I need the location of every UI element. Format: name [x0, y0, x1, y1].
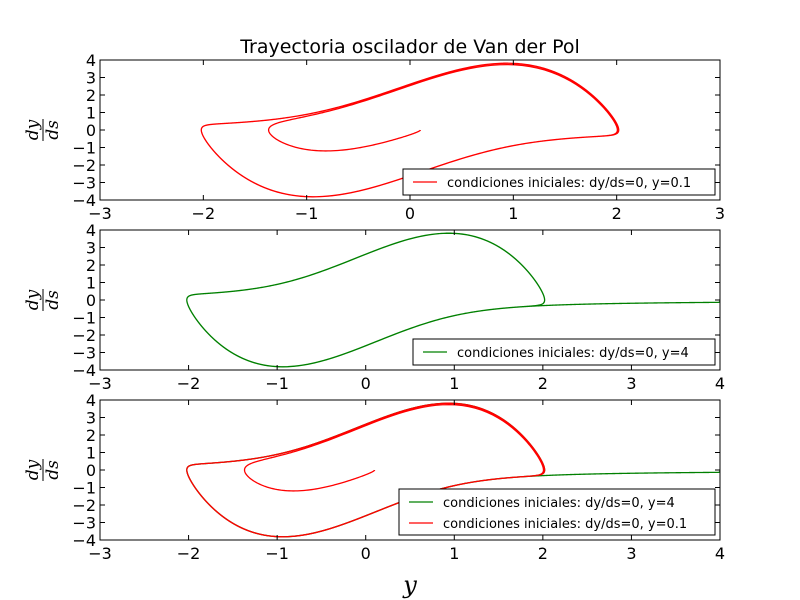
y-label-denominator: ds — [43, 460, 63, 480]
x-tick-label: −1 — [265, 374, 289, 393]
y-tick-label: −3 — [72, 514, 96, 533]
x-tick-label: 1 — [449, 374, 459, 393]
x-tick-label: 1 — [508, 204, 518, 223]
y-tick-label: −3 — [72, 174, 96, 193]
x-tick-label: 3 — [715, 204, 725, 223]
x-tick-label: −2 — [177, 374, 201, 393]
x-tick-label: −1 — [295, 204, 319, 223]
x-tick-label: −2 — [192, 204, 216, 223]
y-tick-label: 4 — [86, 51, 96, 70]
y-label-numerator: dy — [23, 459, 43, 480]
y-label-numerator: dy — [23, 289, 43, 310]
x-tick-label: 4 — [715, 374, 725, 393]
y-tick-label: 0 — [86, 121, 96, 140]
y-tick-label: 2 — [86, 86, 96, 105]
y-axis-label: dy ds — [23, 289, 63, 311]
x-tick-label: −1 — [265, 544, 289, 563]
y-tick-label: −2 — [72, 496, 96, 515]
x-tick-label: 0 — [361, 374, 371, 393]
x-tick-label: 1 — [449, 544, 459, 563]
legend-entry-1: condiciones iniciales: dy/ds=0, y=4 — [443, 496, 675, 511]
x-tick-label: 3 — [626, 374, 636, 393]
y-tick-label: 4 — [86, 391, 96, 410]
y-tick-label: 0 — [86, 291, 96, 310]
legend: condiciones iniciales: dy/ds=0, y=4 condi… — [398, 488, 716, 536]
series-line-1 — [200, 62, 620, 198]
y-tick-label: −1 — [72, 139, 96, 158]
y-axis-label: dy ds — [23, 459, 63, 481]
legend-box — [412, 338, 716, 366]
legend: condiciones iniciales: dy/ds=0, y=0.1 — [402, 168, 716, 196]
y-tick-label: −4 — [72, 361, 96, 380]
y-tick-label: −1 — [72, 479, 96, 498]
x-tick-label: −3 — [88, 204, 112, 223]
y-label-denominator: ds — [43, 120, 63, 140]
x-tick-label: 4 — [715, 544, 725, 563]
y-label-denominator: ds — [43, 290, 63, 310]
y-tick-label: −2 — [72, 156, 96, 175]
y-tick-label: −3 — [72, 344, 96, 363]
y-tick-label: 4 — [86, 221, 96, 240]
y-tick-label: 3 — [86, 409, 96, 428]
chart-title: Trayectoria oscilador de Van der Pol — [239, 36, 580, 58]
y-tick-label: 0 — [86, 461, 96, 480]
y-tick-label: 3 — [86, 69, 96, 88]
series-line-2 — [186, 402, 546, 538]
y-tick-label: −4 — [72, 191, 96, 210]
x-tick-label: 2 — [538, 544, 548, 563]
legend-entry-1: condiciones iniciales: dy/ds=0, y=0.1 — [447, 176, 691, 191]
x-axis-label: y — [402, 571, 417, 599]
y-tick-label: 2 — [86, 256, 96, 275]
y-tick-label: 2 — [86, 426, 96, 445]
x-tick-label: 2 — [538, 374, 548, 393]
legend-box — [398, 488, 716, 536]
legend-entry-1: condiciones iniciales: dy/ds=0, y=4 — [457, 346, 689, 361]
x-tick-label: 0 — [361, 544, 371, 563]
y-tick-label: 1 — [86, 274, 96, 293]
legend-entry-2: condiciones iniciales: dy/ds=0, y=0.1 — [443, 517, 687, 532]
y-tick-label: −2 — [72, 326, 96, 345]
x-tick-label: −2 — [177, 544, 201, 563]
x-tick-label: −3 — [88, 544, 112, 563]
x-tick-label: −3 — [88, 374, 112, 393]
series-line-1 — [186, 232, 720, 368]
y-tick-label: 1 — [86, 104, 96, 123]
y-tick-label: 3 — [86, 239, 96, 258]
y-label-numerator: dy — [23, 119, 43, 140]
x-tick-label: 3 — [626, 544, 636, 563]
x-tick-label: 0 — [405, 204, 415, 223]
legend-box — [402, 168, 716, 196]
y-axis-label: dy ds — [23, 119, 63, 141]
y-tick-label: −4 — [72, 531, 96, 550]
y-tick-label: −1 — [72, 309, 96, 328]
x-tick-label: 2 — [612, 204, 622, 223]
y-tick-label: 1 — [86, 444, 96, 463]
legend: condiciones iniciales: dy/ds=0, y=4 — [412, 338, 716, 366]
